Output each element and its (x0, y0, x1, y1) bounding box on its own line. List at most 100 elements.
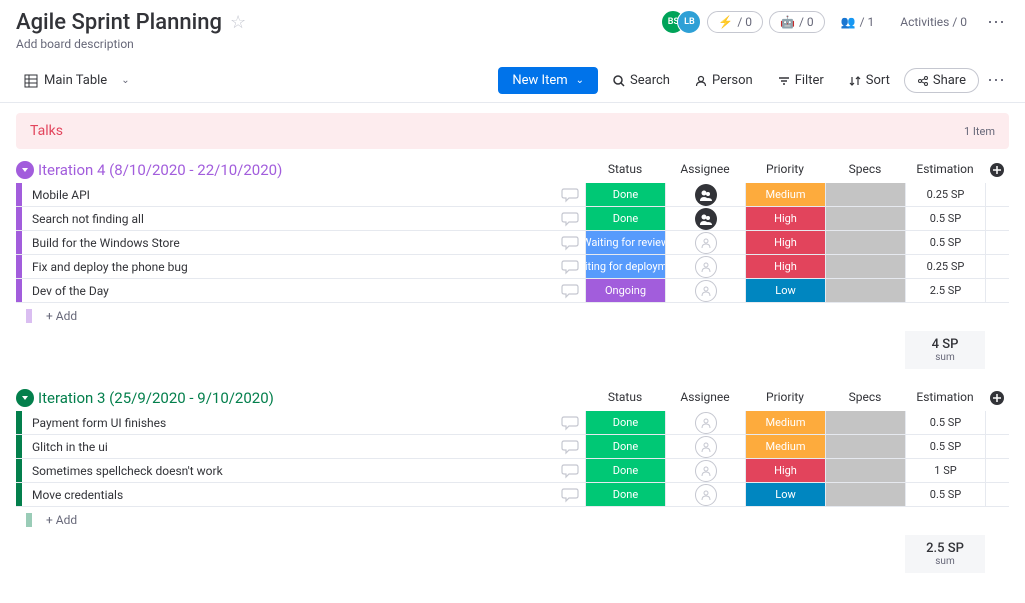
cell-specs[interactable] (825, 459, 905, 482)
column-header-specs[interactable]: Specs (825, 390, 905, 406)
avatar-group[interactable]: BSLB (661, 10, 701, 34)
cell-status[interactable]: Done (585, 483, 665, 506)
star-icon[interactable]: ☆ (230, 12, 246, 33)
table-row[interactable]: Fix and deploy the phone bug Waiting for… (16, 255, 1009, 279)
group-title[interactable]: Iteration 3 (25/9/2020 - 9/10/2020) (38, 389, 274, 407)
automation-pill[interactable]: 🤖 / 0 (769, 11, 825, 33)
cell-assignee[interactable] (665, 279, 745, 302)
cell-specs[interactable] (825, 411, 905, 434)
cell-status[interactable]: Done (585, 207, 665, 230)
row-name[interactable]: Glitch in the ui (22, 435, 555, 458)
group-title[interactable]: Iteration 4 (8/10/2020 - 22/10/2020) (38, 161, 282, 179)
table-row[interactable]: Glitch in the ui Done Medium 0.5 SP (16, 435, 1009, 459)
cell-specs[interactable] (825, 255, 905, 278)
cell-priority[interactable]: High (745, 231, 825, 254)
search-button[interactable]: Search (602, 69, 680, 92)
add-row-text[interactable]: + Add (32, 309, 77, 323)
add-row[interactable]: + Add (16, 303, 1009, 329)
cell-status[interactable]: Waiting for deployme... (585, 255, 665, 278)
table-row[interactable]: Move credentials Done Low 0.5 SP (16, 483, 1009, 507)
row-name[interactable]: Fix and deploy the phone bug (22, 255, 555, 278)
cell-estimation[interactable]: 0.5 SP (905, 435, 985, 458)
cell-specs[interactable] (825, 183, 905, 206)
more-icon[interactable]: ⋯ (983, 70, 1009, 91)
column-header-priority[interactable]: Priority (745, 162, 825, 178)
integration-pill[interactable]: ⚡ / 0 (707, 11, 763, 33)
cell-specs[interactable] (825, 483, 905, 506)
row-name[interactable]: Payment form UI finishes (22, 411, 555, 434)
cell-status[interactable]: Done (585, 183, 665, 206)
assignee-empty-icon[interactable] (695, 256, 717, 278)
cell-specs[interactable] (825, 279, 905, 302)
cell-status[interactable]: Done (585, 459, 665, 482)
cell-priority[interactable]: Medium (745, 435, 825, 458)
cell-status[interactable]: Ongoing (585, 279, 665, 302)
cell-assignee[interactable] (665, 255, 745, 278)
cell-status[interactable]: Done (585, 435, 665, 458)
chat-icon[interactable] (555, 483, 585, 506)
board-title[interactable]: Agile Sprint Planning (16, 10, 222, 35)
table-row[interactable]: Search not finding all Done High 0.5 SP (16, 207, 1009, 231)
cell-assignee[interactable] (665, 231, 745, 254)
assignee-avatar[interactable] (695, 208, 717, 230)
cell-specs[interactable] (825, 207, 905, 230)
cell-assignee[interactable] (665, 483, 745, 506)
row-name[interactable]: Search not finding all (22, 207, 555, 230)
cell-priority[interactable]: High (745, 207, 825, 230)
assignee-empty-icon[interactable] (695, 436, 717, 458)
cell-priority[interactable]: Medium (745, 411, 825, 434)
chat-icon[interactable] (555, 411, 585, 434)
assignee-empty-icon[interactable] (695, 460, 717, 482)
user-avatar[interactable]: LB (677, 10, 701, 34)
group-collapse-icon[interactable] (16, 389, 34, 407)
column-header-priority[interactable]: Priority (745, 390, 825, 406)
share-button[interactable]: Share (904, 68, 979, 93)
column-header-estimation[interactable]: Estimation (905, 162, 985, 178)
column-header-assignee[interactable]: Assignee (665, 390, 745, 406)
sort-button[interactable]: Sort (838, 69, 900, 92)
cell-estimation[interactable]: 0.5 SP (905, 207, 985, 230)
row-name[interactable]: Sometimes spellcheck doesn't work (22, 459, 555, 482)
cell-assignee[interactable] (665, 183, 745, 206)
chat-icon[interactable] (555, 207, 585, 230)
add-column-button[interactable] (985, 162, 1009, 178)
chat-icon[interactable] (555, 183, 585, 206)
group-collapse-icon[interactable] (16, 161, 34, 179)
table-row[interactable]: Mobile API Done Medium 0.25 SP (16, 183, 1009, 207)
cell-status[interactable]: Waiting for review (585, 231, 665, 254)
cell-priority[interactable]: Medium (745, 183, 825, 206)
new-item-button[interactable]: New Item ⌄ (498, 67, 598, 94)
chat-icon[interactable] (555, 435, 585, 458)
cell-assignee[interactable] (665, 435, 745, 458)
assignee-empty-icon[interactable] (695, 232, 717, 254)
table-row[interactable]: Sometimes spellcheck doesn't work Done H… (16, 459, 1009, 483)
talks-section[interactable]: Talks 1 Item (16, 113, 1009, 149)
column-header-assignee[interactable]: Assignee (665, 162, 745, 178)
person-button[interactable]: Person (684, 69, 763, 92)
table-row[interactable]: Dev of the Day Ongoing Low 2.5 SP (16, 279, 1009, 303)
cell-priority[interactable]: High (745, 459, 825, 482)
cell-estimation[interactable]: 0.5 SP (905, 483, 985, 506)
cell-priority[interactable]: Low (745, 483, 825, 506)
board-description[interactable]: Add board description (16, 37, 1009, 51)
column-header-status[interactable]: Status (585, 162, 665, 178)
cell-estimation[interactable]: 0.25 SP (905, 183, 985, 206)
row-name[interactable]: Dev of the Day (22, 279, 555, 302)
row-name[interactable]: Move credentials (22, 483, 555, 506)
cell-priority[interactable]: Low (745, 279, 825, 302)
cell-estimation[interactable]: 1 SP (905, 459, 985, 482)
cell-assignee[interactable] (665, 411, 745, 434)
more-icon[interactable]: ⋯ (983, 12, 1009, 33)
chat-icon[interactable] (555, 459, 585, 482)
chat-icon[interactable] (555, 255, 585, 278)
assignee-avatar[interactable] (695, 184, 717, 206)
column-header-specs[interactable]: Specs (825, 162, 905, 178)
assignee-empty-icon[interactable] (695, 280, 717, 302)
cell-specs[interactable] (825, 435, 905, 458)
add-row[interactable]: + Add (16, 507, 1009, 533)
cell-status[interactable]: Done (585, 411, 665, 434)
column-header-estimation[interactable]: Estimation (905, 390, 985, 406)
row-name[interactable]: Mobile API (22, 183, 555, 206)
chat-icon[interactable] (555, 231, 585, 254)
cell-estimation[interactable]: 0.5 SP (905, 231, 985, 254)
